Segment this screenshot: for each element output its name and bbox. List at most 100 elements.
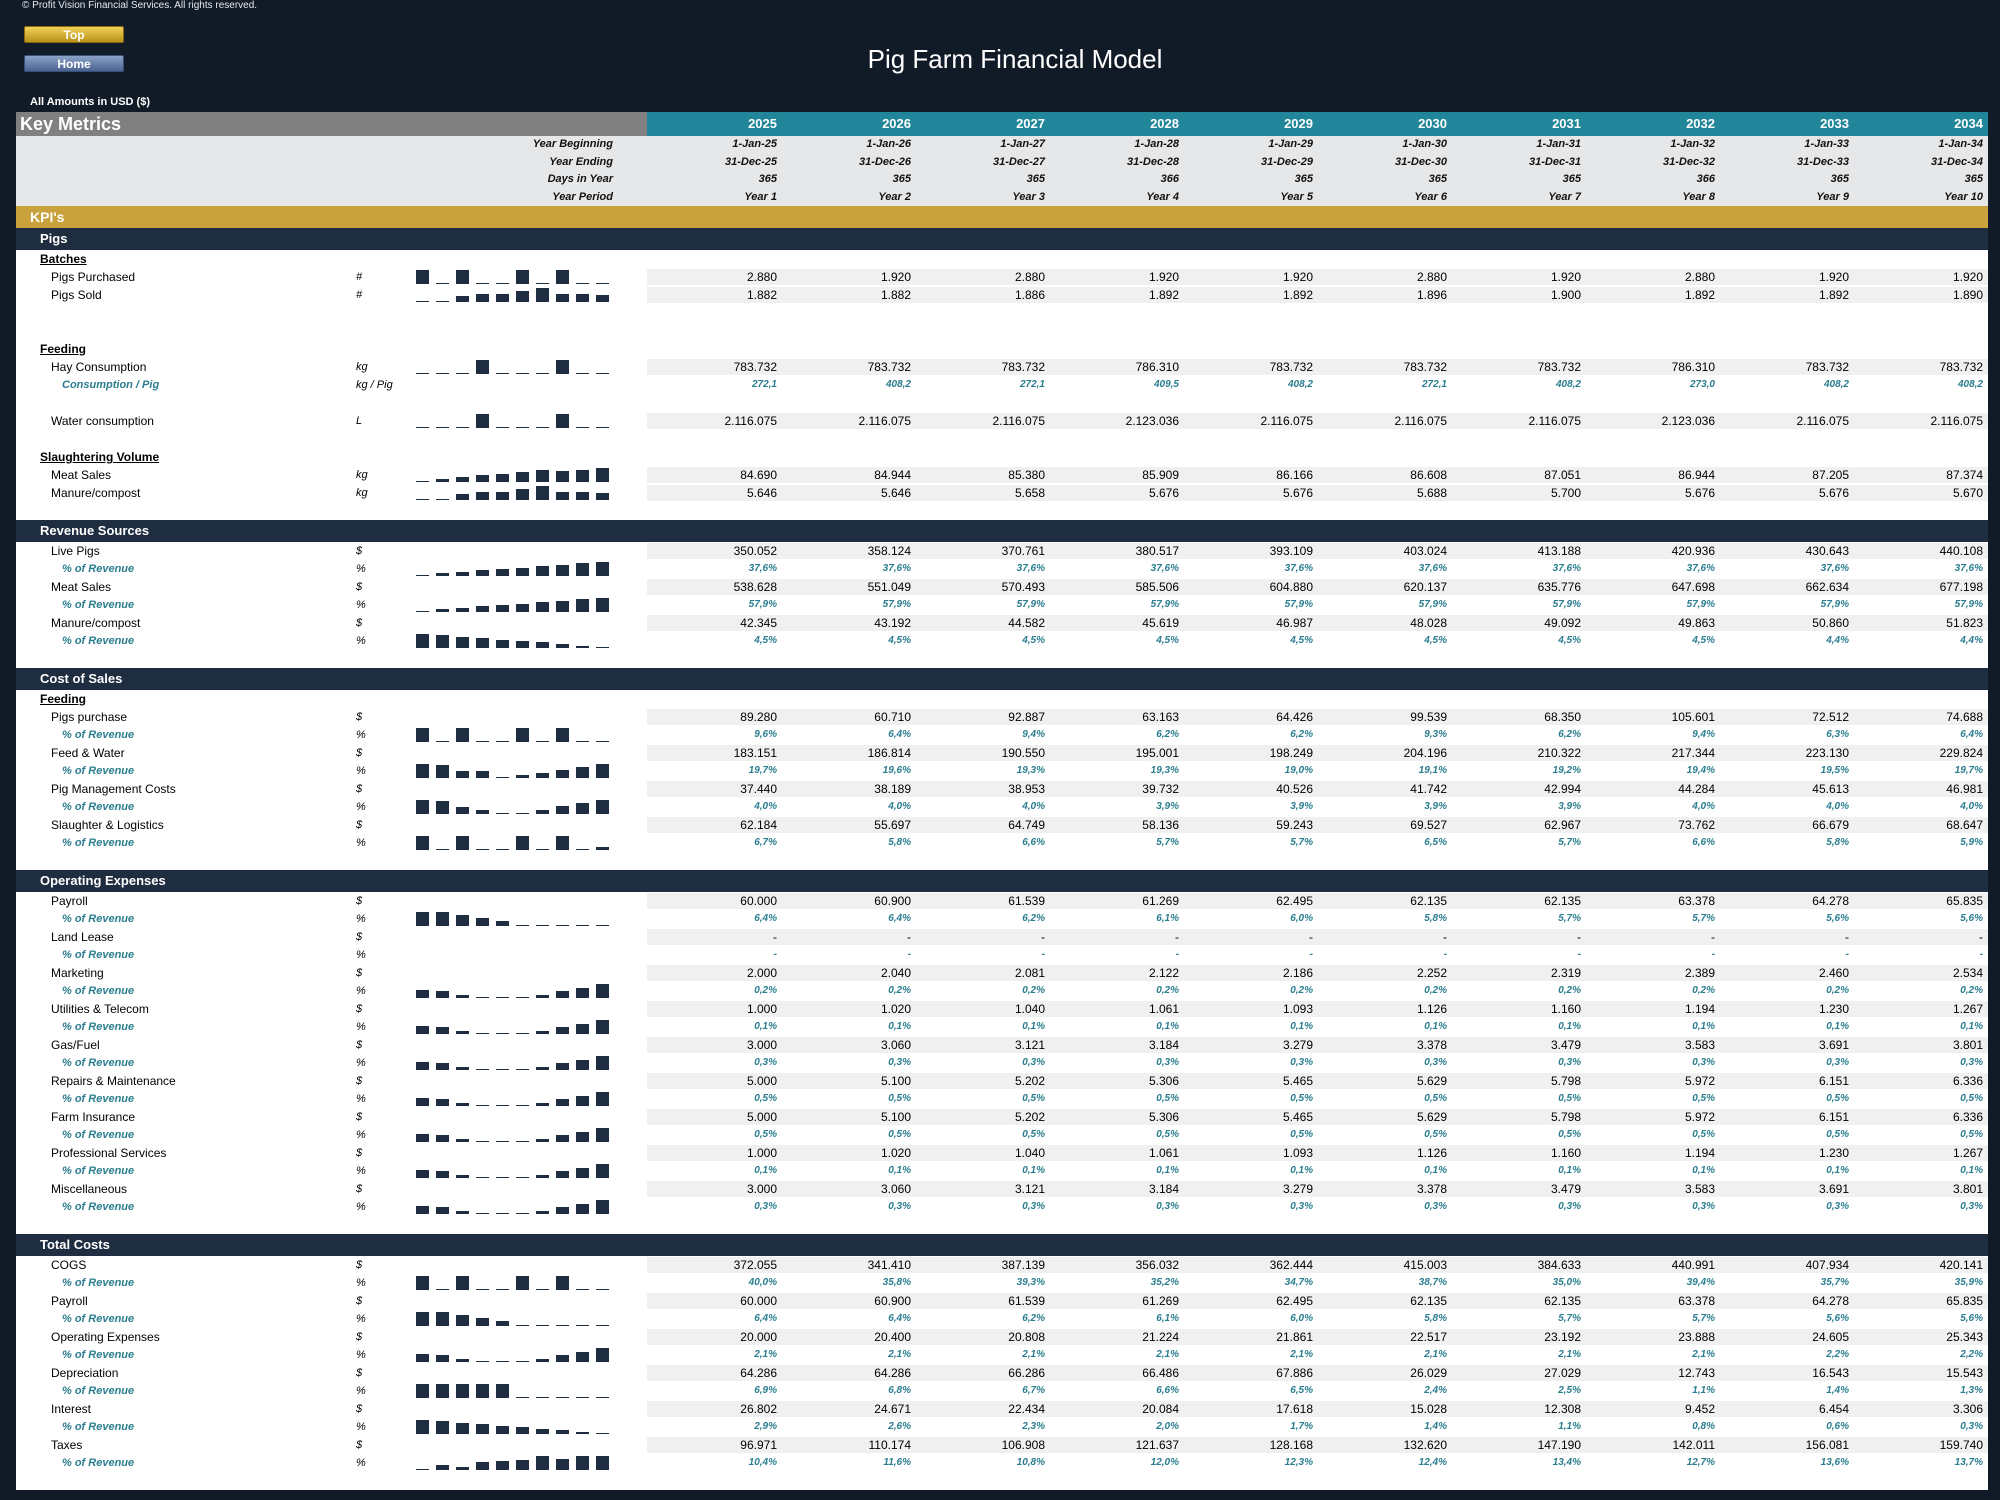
year-2028: 2028 [1150,116,1179,131]
home-button[interactable]: Home [24,55,124,72]
date-cell: 365 [1294,173,1313,185]
sparkline-bar [536,1325,549,1326]
row-values: 60.000 60.900 61.539 61.269 62.495 62.135 62.1… [647,1293,1988,1309]
sparkline-bar [436,427,449,428]
value-cell: 0,5% [1826,1093,1849,1104]
value-cell: 105.601 [1671,710,1715,724]
sparkline-bar [496,921,509,926]
subsection-row: Feeding [16,340,1988,358]
value-cell: 19,3% [1016,765,1045,776]
value-cell: 4,0% [1692,801,1715,812]
sparkline-bar [536,566,549,576]
sparkline-bar [516,270,529,284]
row-values: ---------- [647,929,1988,945]
sparkline-bar [416,728,429,742]
sparkline-bar [516,1105,529,1106]
value-cell: 59.243 [1276,818,1313,832]
value-cell: - [1175,949,1179,960]
sparkline-bar [436,801,449,814]
row-values: 183.151 186.814 190.550 195.001 198.249 204.1… [647,745,1988,761]
spacer-row [16,650,1988,668]
value-cell: 0,3% [1290,1201,1313,1212]
year-2027: 2027 [1016,116,1045,131]
value-cell: 85.380 [1008,468,1045,482]
sparkline-bar [596,493,609,500]
row-values: 89.280 60.710 92.887 63.163 64.426 99.539 68.3… [647,709,1988,725]
value-cell: 0,3% [754,1057,777,1068]
value-cell: 2,5% [1558,1385,1581,1396]
value-cell: 5.202 [1014,1110,1045,1124]
value-cell: 1.020 [880,1002,911,1016]
sparkline-bar [596,295,609,302]
value-cell: 380.517 [1135,544,1179,558]
sparkline-bar [516,604,529,612]
sparkline-bar [596,1056,609,1070]
sparkline-bar [516,1427,529,1434]
sparkline-bar [456,1139,469,1142]
sparkline-bar [456,1315,469,1326]
sparkline-bar [416,912,429,926]
top-button[interactable]: Top [24,26,124,43]
value-cell: 3.479 [1550,1182,1581,1196]
row-values: 0,5% 0,5% 0,5% 0,5% 0,5% 0,5% 0,5% 0,5% 0,5% 0,5% [647,1091,1988,1107]
sparkline-bar [476,997,489,998]
sparkline-bar [456,1103,469,1106]
sparkline [416,1420,616,1434]
row-unit: $ [356,711,363,723]
value-cell: 24.671 [874,1402,911,1416]
sparkline-bar [596,1456,609,1470]
value-cell: 0,3% [1156,1201,1179,1212]
sparkline-bar [516,1069,529,1070]
date-cell: 31-Dec-29 [1261,155,1313,168]
sparkline-bar [456,608,469,612]
row-label: Consumption / Pig [62,379,160,391]
value-cell: 66.486 [1142,1366,1179,1380]
table-row: % of Revenue% 0,3% 0,3% 0,3% 0,3% 0,3% 0,3% 0,3… [16,1198,1988,1216]
row-label: COGS [51,1258,87,1272]
value-cell: 1.882 [746,288,777,302]
row-unit: $ [356,1259,363,1271]
value-cell: 5.465 [1282,1110,1313,1124]
sparkline-bar [536,849,549,850]
value-cell: 195.001 [1135,746,1179,760]
value-cell: 45.619 [1142,616,1179,630]
value-cell: 2.389 [1684,966,1715,980]
value-cell: 0,5% [888,1129,911,1140]
value-cell: 5.306 [1148,1110,1179,1124]
value-cell: 68.350 [1544,710,1581,724]
row-values: 538.628 551.049 570.493 585.506 604.880 620.1… [647,579,1988,595]
value-cell: 15.028 [1410,1402,1447,1416]
value-cell: 6,6% [1022,837,1045,848]
value-cell: 440.108 [1939,544,1983,558]
value-cell: 60.900 [874,894,911,908]
value-cell: 0,5% [1692,1129,1715,1140]
row-values: 96.971 110.174 106.908 121.637 128.168 132.62… [647,1437,1988,1453]
sparkline-bar [496,1461,509,1470]
sparkline-bar [516,1276,529,1290]
date-cell: 31-Dec-31 [1529,155,1581,168]
value-cell: 783.732 [1805,360,1849,374]
value-cell: 0,1% [754,1165,777,1176]
value-cell: 2,2% [1826,1349,1849,1360]
row-values: 2.000 2.040 2.081 2.122 2.186 2.252 2.319 2.389… [647,965,1988,981]
row-values: 0,1% 0,1% 0,1% 0,1% 0,1% 0,1% 0,1% 0,1% 0,1% 0,1% [647,1019,1988,1035]
value-cell: 23.192 [1544,1330,1581,1344]
value-cell: 0,2% [1960,985,1983,996]
sparkline-bar [416,1276,429,1290]
value-cell: 5.000 [746,1110,777,1124]
value-cell: 37,6% [1284,563,1313,574]
value-cell: 0,1% [1692,1021,1715,1032]
row-unit: % [356,1277,366,1289]
row-values: 9,6% 6,4% 9,4% 6,2% 6,2% 9,3% 6,2% 9,4% 6,3% 6,4% [647,727,1988,743]
row-unit: % [356,1057,366,1069]
value-cell: 0,3% [754,1201,777,1212]
row-unit: % [356,837,366,849]
row-label: Meat Sales [51,580,112,594]
value-cell: 229.824 [1939,746,1983,760]
value-cell: 1.093 [1282,1146,1313,1160]
sparkline-bar [456,836,469,850]
value-cell: 783.732 [1269,360,1313,374]
key-metrics-title: Key Metrics [16,112,647,136]
sparkline-bar [436,991,449,998]
table-row: Water consumption L 2.116.075 2.116.075 2.11… [16,412,1988,430]
